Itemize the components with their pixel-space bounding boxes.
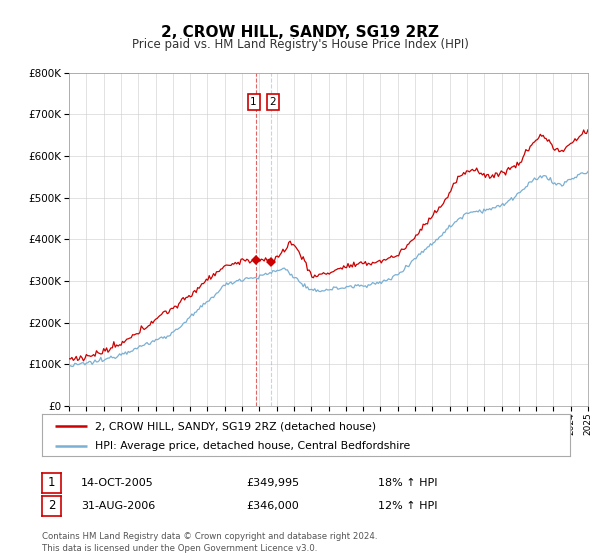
Text: Price paid vs. HM Land Registry's House Price Index (HPI): Price paid vs. HM Land Registry's House … — [131, 38, 469, 52]
Text: £346,000: £346,000 — [246, 501, 299, 511]
Text: 14-OCT-2005: 14-OCT-2005 — [81, 478, 154, 488]
Text: £349,995: £349,995 — [246, 478, 299, 488]
Text: 18% ↑ HPI: 18% ↑ HPI — [378, 478, 437, 488]
Text: 2, CROW HILL, SANDY, SG19 2RZ: 2, CROW HILL, SANDY, SG19 2RZ — [161, 25, 439, 40]
Text: 2: 2 — [48, 499, 55, 512]
Text: 2, CROW HILL, SANDY, SG19 2RZ (detached house): 2, CROW HILL, SANDY, SG19 2RZ (detached … — [95, 421, 376, 431]
Text: Contains HM Land Registry data © Crown copyright and database right 2024.
This d: Contains HM Land Registry data © Crown c… — [42, 532, 377, 553]
Text: 2: 2 — [269, 97, 276, 107]
Text: 1: 1 — [48, 476, 55, 489]
Text: HPI: Average price, detached house, Central Bedfordshire: HPI: Average price, detached house, Cent… — [95, 441, 410, 451]
Text: 1: 1 — [250, 97, 257, 107]
Text: 12% ↑ HPI: 12% ↑ HPI — [378, 501, 437, 511]
Text: 31-AUG-2006: 31-AUG-2006 — [81, 501, 155, 511]
